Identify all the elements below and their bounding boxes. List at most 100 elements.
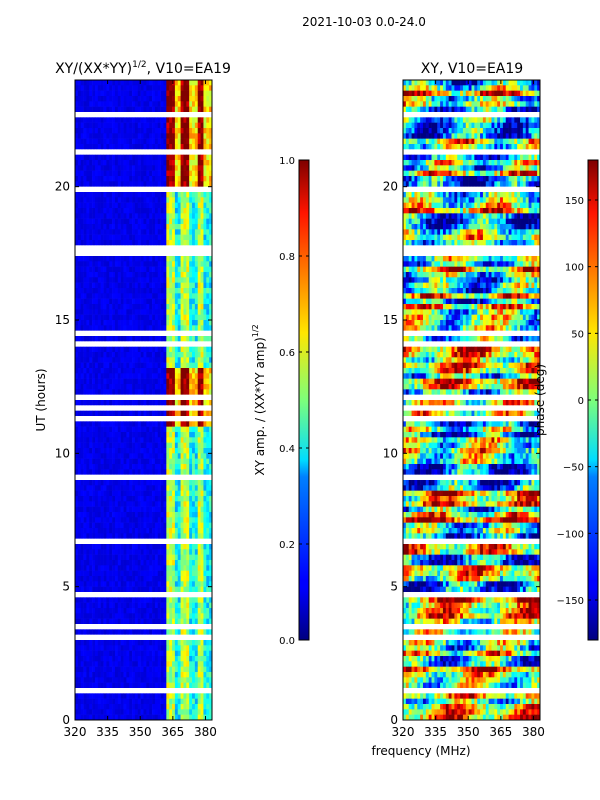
heatmap-cell bbox=[86, 138, 90, 145]
heatmap-cell bbox=[146, 496, 150, 502]
heatmap-cell bbox=[112, 384, 116, 390]
heatmap-cell bbox=[203, 469, 207, 475]
heatmap-cell bbox=[169, 437, 173, 443]
heatmap-cell bbox=[134, 565, 139, 571]
heatmap-cell bbox=[77, 426, 81, 433]
heatmap-cell bbox=[126, 597, 130, 603]
heatmap-cell bbox=[137, 101, 141, 107]
heatmap-cell bbox=[192, 224, 196, 230]
heatmap-cell bbox=[106, 613, 110, 619]
heatmap-cell bbox=[192, 501, 196, 507]
heatmap-cell bbox=[166, 528, 170, 534]
heatmap-cell bbox=[86, 133, 90, 139]
heatmap-cell bbox=[80, 378, 84, 385]
heatmap-cell bbox=[174, 256, 179, 262]
heatmap-cell bbox=[132, 421, 136, 427]
heatmap-cell bbox=[194, 293, 199, 299]
heatmap-cell bbox=[177, 288, 181, 294]
heatmap-cell bbox=[146, 554, 150, 561]
heatmap-cell bbox=[206, 213, 210, 219]
heatmap-cell bbox=[180, 592, 184, 598]
heatmap-cell bbox=[123, 538, 127, 545]
heatmap-cell bbox=[157, 378, 161, 385]
heatmap-cell bbox=[146, 282, 150, 289]
heatmap-cell bbox=[206, 608, 210, 614]
heatmap-cell bbox=[154, 261, 159, 267]
heatmap-cell bbox=[140, 432, 144, 438]
heatmap-cell bbox=[169, 597, 173, 603]
heatmap-cell bbox=[183, 400, 187, 406]
heatmap-cell bbox=[137, 112, 141, 118]
heatmap-cell bbox=[163, 112, 167, 118]
heatmap-cell bbox=[183, 464, 187, 470]
heatmap-cell bbox=[180, 192, 184, 198]
heatmap-cell bbox=[80, 208, 84, 214]
heatmap-cell bbox=[83, 405, 87, 411]
heatmap-cell bbox=[183, 592, 187, 598]
heatmap-cell bbox=[89, 373, 93, 379]
heatmap-cell bbox=[194, 389, 199, 395]
heatmap-cell bbox=[146, 549, 150, 555]
heatmap-cell bbox=[166, 165, 170, 171]
heatmap-cell bbox=[114, 432, 119, 438]
heatmap-cell bbox=[97, 144, 101, 150]
heatmap-cell bbox=[92, 357, 96, 363]
heatmap-cell bbox=[197, 309, 201, 315]
heatmap-cell bbox=[177, 133, 181, 139]
heatmap-cell bbox=[169, 314, 173, 321]
heatmap-cell bbox=[83, 250, 87, 257]
heatmap-cell bbox=[157, 453, 161, 459]
heatmap-cell bbox=[134, 245, 139, 251]
heatmap-cell bbox=[137, 410, 141, 417]
heatmap-cell bbox=[149, 453, 153, 459]
heatmap-cell bbox=[106, 352, 110, 358]
heatmap-cell bbox=[172, 528, 176, 534]
heatmap-cell bbox=[126, 106, 130, 113]
heatmap-cell bbox=[186, 341, 190, 347]
heatmap-cell bbox=[174, 512, 179, 518]
heatmap-cell bbox=[197, 346, 201, 353]
heatmap-cell bbox=[183, 213, 187, 219]
heatmap-cell bbox=[134, 309, 139, 315]
heatmap-cell bbox=[200, 549, 204, 555]
heatmap-cell bbox=[89, 597, 93, 603]
heatmap-cell bbox=[92, 128, 96, 134]
heatmap-cell bbox=[152, 602, 156, 609]
heatmap-cell bbox=[129, 192, 133, 198]
heatmap-cell bbox=[106, 464, 110, 470]
heatmap-cell bbox=[100, 149, 104, 155]
heatmap-cell bbox=[100, 224, 104, 230]
heatmap-cell bbox=[149, 170, 153, 177]
heatmap-cell bbox=[120, 592, 124, 598]
heatmap-cell bbox=[80, 490, 84, 497]
heatmap-cell bbox=[192, 506, 196, 513]
heatmap-cell bbox=[134, 453, 139, 459]
heatmap-cell bbox=[166, 298, 170, 305]
heatmap-cell bbox=[117, 202, 121, 209]
heatmap-cell bbox=[106, 629, 110, 635]
heatmap-cell bbox=[200, 506, 204, 513]
heatmap-cell bbox=[160, 208, 164, 214]
heatmap-cell bbox=[203, 629, 207, 635]
heatmap-cell bbox=[86, 410, 90, 417]
heatmap-cell bbox=[189, 144, 193, 150]
heatmap-cell bbox=[129, 234, 133, 241]
heatmap-cell bbox=[206, 197, 210, 203]
heatmap-cell bbox=[92, 608, 96, 614]
heatmap-cell bbox=[209, 533, 213, 539]
heatmap-cell bbox=[186, 106, 190, 113]
heatmap-cell bbox=[120, 341, 124, 347]
heatmap-cell bbox=[177, 85, 181, 91]
heatmap-cell bbox=[86, 90, 90, 97]
heatmap-cell bbox=[169, 581, 173, 587]
heatmap-cell bbox=[103, 362, 107, 369]
heatmap-cell bbox=[189, 165, 193, 171]
heatmap-cell bbox=[163, 106, 167, 113]
heatmap-cell bbox=[177, 336, 181, 342]
heatmap-cell bbox=[94, 256, 99, 262]
heatmap-cell bbox=[189, 325, 193, 331]
heatmap-cell bbox=[80, 538, 84, 545]
heatmap-cell bbox=[152, 416, 156, 422]
heatmap-cell bbox=[83, 373, 87, 379]
heatmap-cell bbox=[169, 304, 173, 310]
